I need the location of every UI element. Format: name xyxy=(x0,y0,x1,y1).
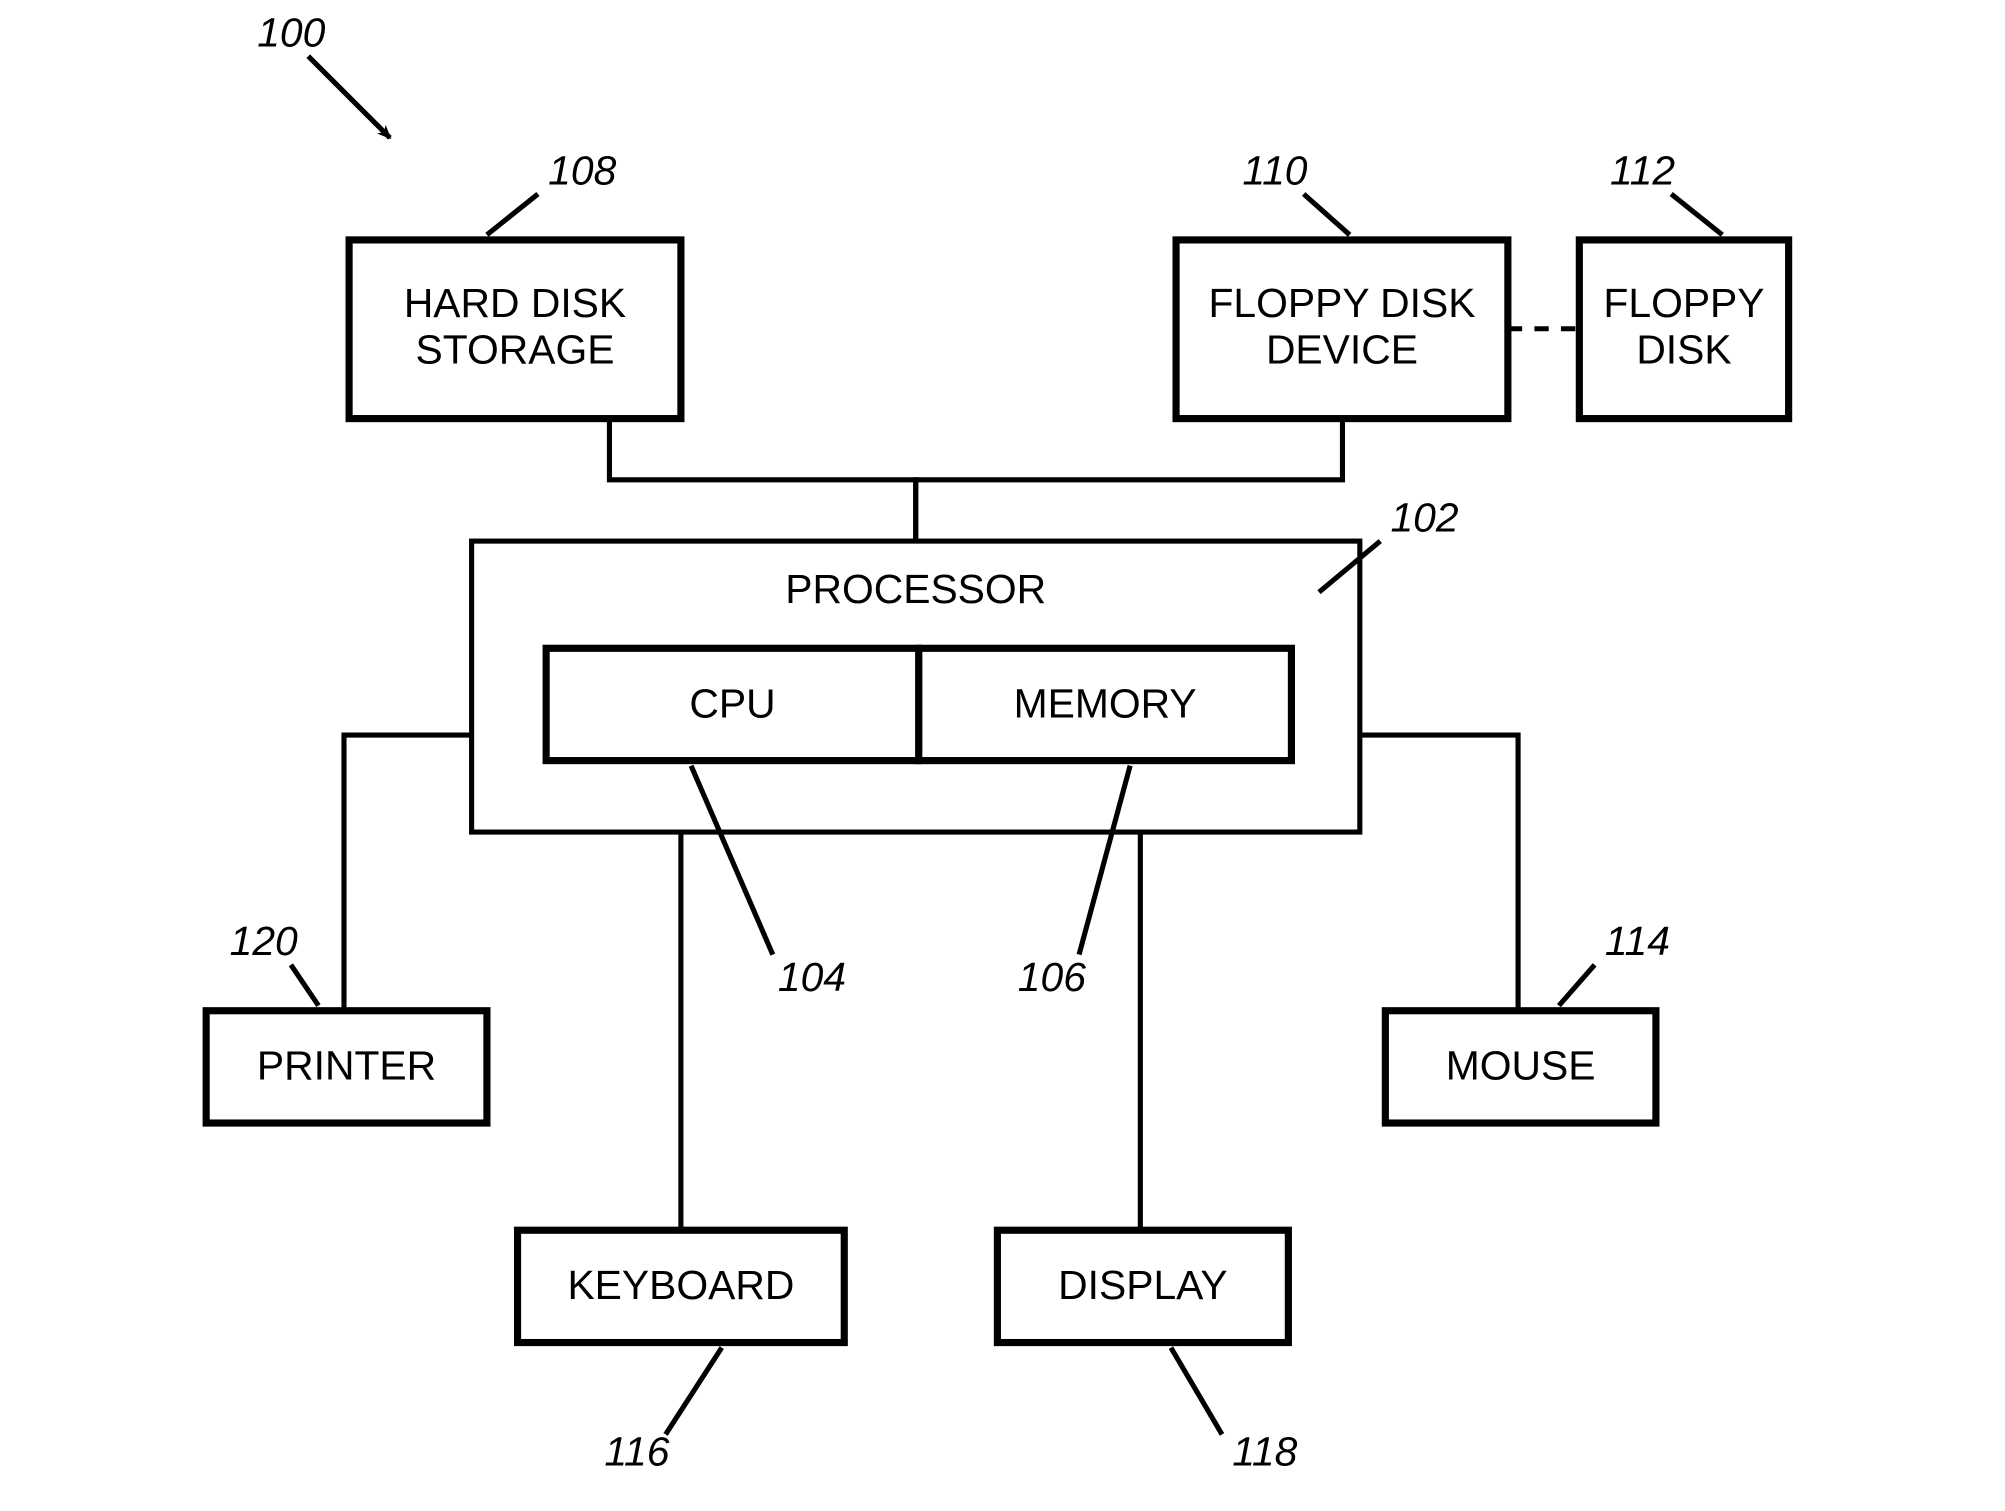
node-hard-disk-storage: HARD DISKSTORAGE xyxy=(349,240,681,419)
ref-118: 118 xyxy=(1171,1348,1298,1475)
ref-108: 108 xyxy=(487,147,617,234)
ref-label-114: 114 xyxy=(1605,918,1670,964)
node-printer: PRINTER xyxy=(206,1011,487,1123)
ref-label-106: 106 xyxy=(1018,954,1086,1000)
node-memory: MEMORY xyxy=(919,648,1292,760)
system-block-diagram: HARD DISKSTORAGE FLOPPY DISKDEVICE FLOPP… xyxy=(0,0,2005,1511)
edge-hard_disk-to-processor xyxy=(609,419,915,542)
edge-processor-to-mouse xyxy=(1360,735,1518,1011)
ref-116: 116 xyxy=(604,1348,721,1475)
node-keyboard: KEYBOARD xyxy=(518,1230,845,1342)
svg-text:CPU: CPU xyxy=(689,680,775,726)
edge-floppy_dev-to-processor xyxy=(916,419,1343,542)
node-floppy-disk-device: FLOPPY DISKDEVICE xyxy=(1176,240,1508,419)
svg-text:MEMORY: MEMORY xyxy=(1014,680,1197,726)
ref-112: 112 xyxy=(1610,147,1722,234)
ref-label-102: 102 xyxy=(1390,494,1458,540)
ref-lead-100 xyxy=(308,56,390,138)
svg-text:DISPLAY: DISPLAY xyxy=(1058,1262,1227,1308)
ref-lead-112 xyxy=(1671,194,1722,235)
ref-label-110: 110 xyxy=(1242,147,1307,193)
svg-text:PRINTER: PRINTER xyxy=(257,1043,436,1089)
ref-lead-108 xyxy=(487,194,538,235)
ref-label-112: 112 xyxy=(1610,147,1675,193)
node-display: DISPLAY xyxy=(997,1230,1288,1342)
edge-processor-to-printer xyxy=(344,735,472,1011)
svg-text:HARD DISKSTORAGE: HARD DISKSTORAGE xyxy=(404,280,626,373)
ref-lead-120 xyxy=(291,965,319,1006)
nodes: HARD DISKSTORAGE FLOPPY DISKDEVICE FLOPP… xyxy=(206,240,1788,1343)
ref-label-120: 120 xyxy=(230,918,298,964)
ref-label-100: 100 xyxy=(257,10,325,56)
ref-120: 120 xyxy=(230,918,319,1005)
node-cpu: CPU xyxy=(546,648,919,760)
ref-label-108: 108 xyxy=(548,147,616,193)
ref-label-118: 118 xyxy=(1232,1429,1297,1475)
ref-label-116: 116 xyxy=(604,1429,669,1475)
svg-text:MOUSE: MOUSE xyxy=(1446,1043,1596,1089)
ref-lead-114 xyxy=(1559,965,1595,1006)
ref-114: 114 xyxy=(1559,918,1670,1005)
ref-lead-110 xyxy=(1304,194,1350,235)
ref-100: 100 xyxy=(257,10,390,138)
ref-lead-118 xyxy=(1171,1348,1222,1435)
node-floppy-disk: FLOPPYDISK xyxy=(1579,240,1788,419)
svg-text:KEYBOARD: KEYBOARD xyxy=(567,1262,794,1308)
ref-lead-116 xyxy=(666,1348,722,1435)
svg-text:PROCESSOR: PROCESSOR xyxy=(785,566,1046,612)
node-mouse: MOUSE xyxy=(1385,1011,1656,1123)
ref-110: 110 xyxy=(1242,147,1349,234)
ref-label-104: 104 xyxy=(778,954,846,1000)
